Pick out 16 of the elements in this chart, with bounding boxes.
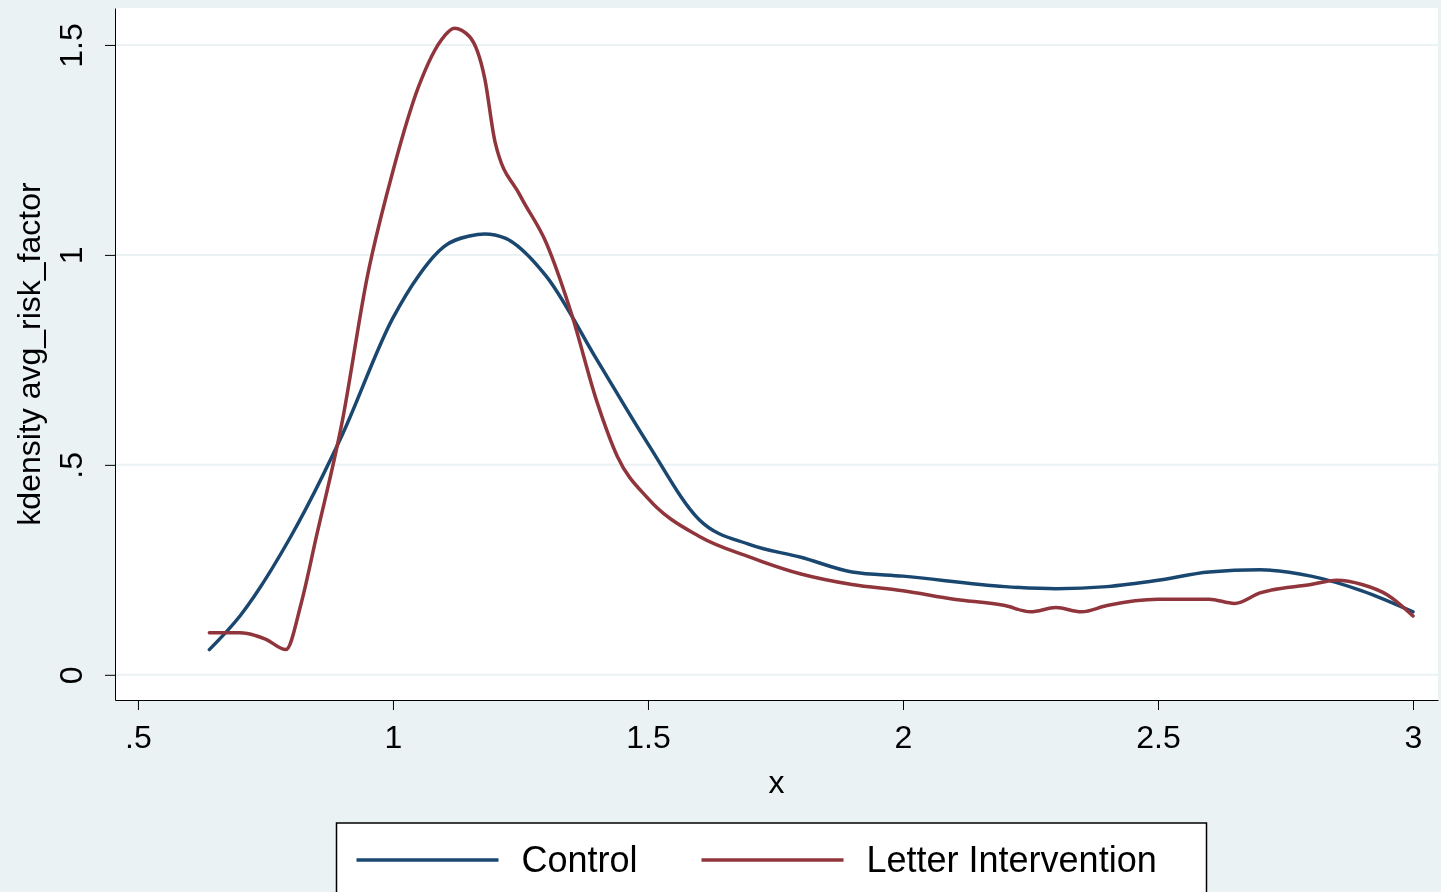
x-tick-label: 1.5 [626,719,671,756]
y-tick-label: 1 [53,246,89,265]
line-series [207,232,1415,652]
y-axis-title: kdensity avg_risk_factor [11,182,47,526]
y-tick-label: 1.5 [53,23,89,68]
legend-label: Control [521,839,638,880]
x-tick-label: 1 [384,719,403,756]
x-tick-label: 2.5 [1136,719,1181,756]
y-tick-label: .5 [53,452,89,479]
x-axis-title: x [768,764,785,800]
x-tick-label: .5 [125,719,152,756]
x-tick-label: 3 [1404,719,1423,756]
x-tick-label: 2 [894,719,913,756]
legend-label: Letter Intervention [866,839,1157,880]
y-tick-label: 0 [53,666,89,685]
line-series [207,26,1415,652]
